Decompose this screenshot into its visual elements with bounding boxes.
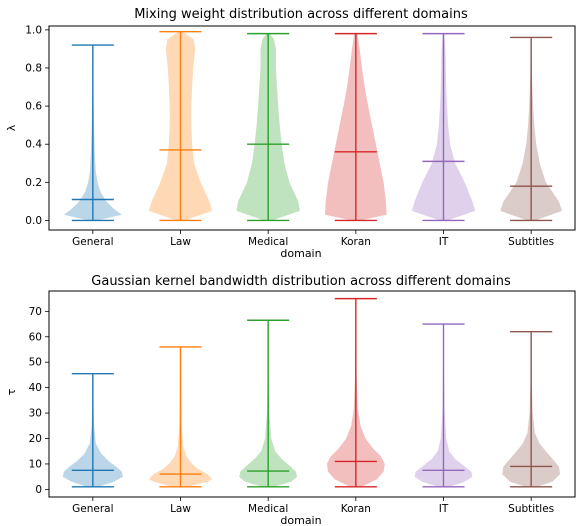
y-tick-label: 0.0 [25, 215, 42, 227]
gaussian-bandwidth-violin-chart: Gaussian kernel bandwidth distribution a… [5, 274, 576, 526]
y-tick-label: 30 [29, 408, 42, 420]
y-tick-label: 0.2 [25, 177, 42, 189]
y-axis-label: τ [5, 388, 18, 395]
x-tick-label: General [72, 503, 113, 515]
y-tick-label: 50 [29, 357, 42, 369]
y-tick-label: 1.0 [25, 24, 42, 36]
x-tick-label: Law [170, 236, 191, 248]
x-axis-label: domain [280, 514, 321, 526]
x-tick-label: IT [439, 236, 449, 248]
y-tick-label: 0.4 [25, 139, 42, 151]
x-tick-label: Subtitles [508, 503, 554, 515]
y-tick-label: 60 [29, 331, 42, 343]
axes-frame [48, 290, 576, 498]
mixing-weight-violin-chart: Mixing weight distribution across differ… [5, 7, 576, 260]
x-tick-label: Medical [248, 503, 288, 515]
plot-area: 0.0 0.2 0.4 0.6 0.8 1.0 General Law Medical Koran… [25, 24, 576, 248]
x-tick-label: Medical [248, 236, 288, 248]
x-tick-label: Subtitles [508, 236, 554, 248]
y-tick-label: 0.8 [25, 62, 42, 74]
x-tick-label: General [72, 236, 113, 248]
y-tick-label: 0 [35, 484, 42, 496]
y-tick-label: 20 [29, 433, 42, 445]
x-tick-label: Koran [341, 236, 371, 248]
chart-title: Gaussian kernel bandwidth distribution a… [91, 274, 511, 289]
x-axis-label: domain [280, 247, 321, 260]
y-tick-label: 0.6 [25, 101, 42, 113]
y-tick-label: 70 [29, 306, 42, 318]
chart-title: Mixing weight distribution across differ… [134, 7, 468, 22]
y-tick-label: 40 [29, 382, 42, 394]
x-tick-label: Law [170, 503, 191, 515]
x-tick-label: IT [439, 503, 449, 515]
axes-frame [48, 25, 576, 231]
x-tick-label: Koran [341, 503, 371, 515]
y-axis-label: λ [5, 124, 18, 131]
plot-area: 0 10 20 30 40 50 60 70 General Law Medical Koran IT S… [29, 290, 576, 515]
y-tick-label: 10 [29, 458, 42, 470]
